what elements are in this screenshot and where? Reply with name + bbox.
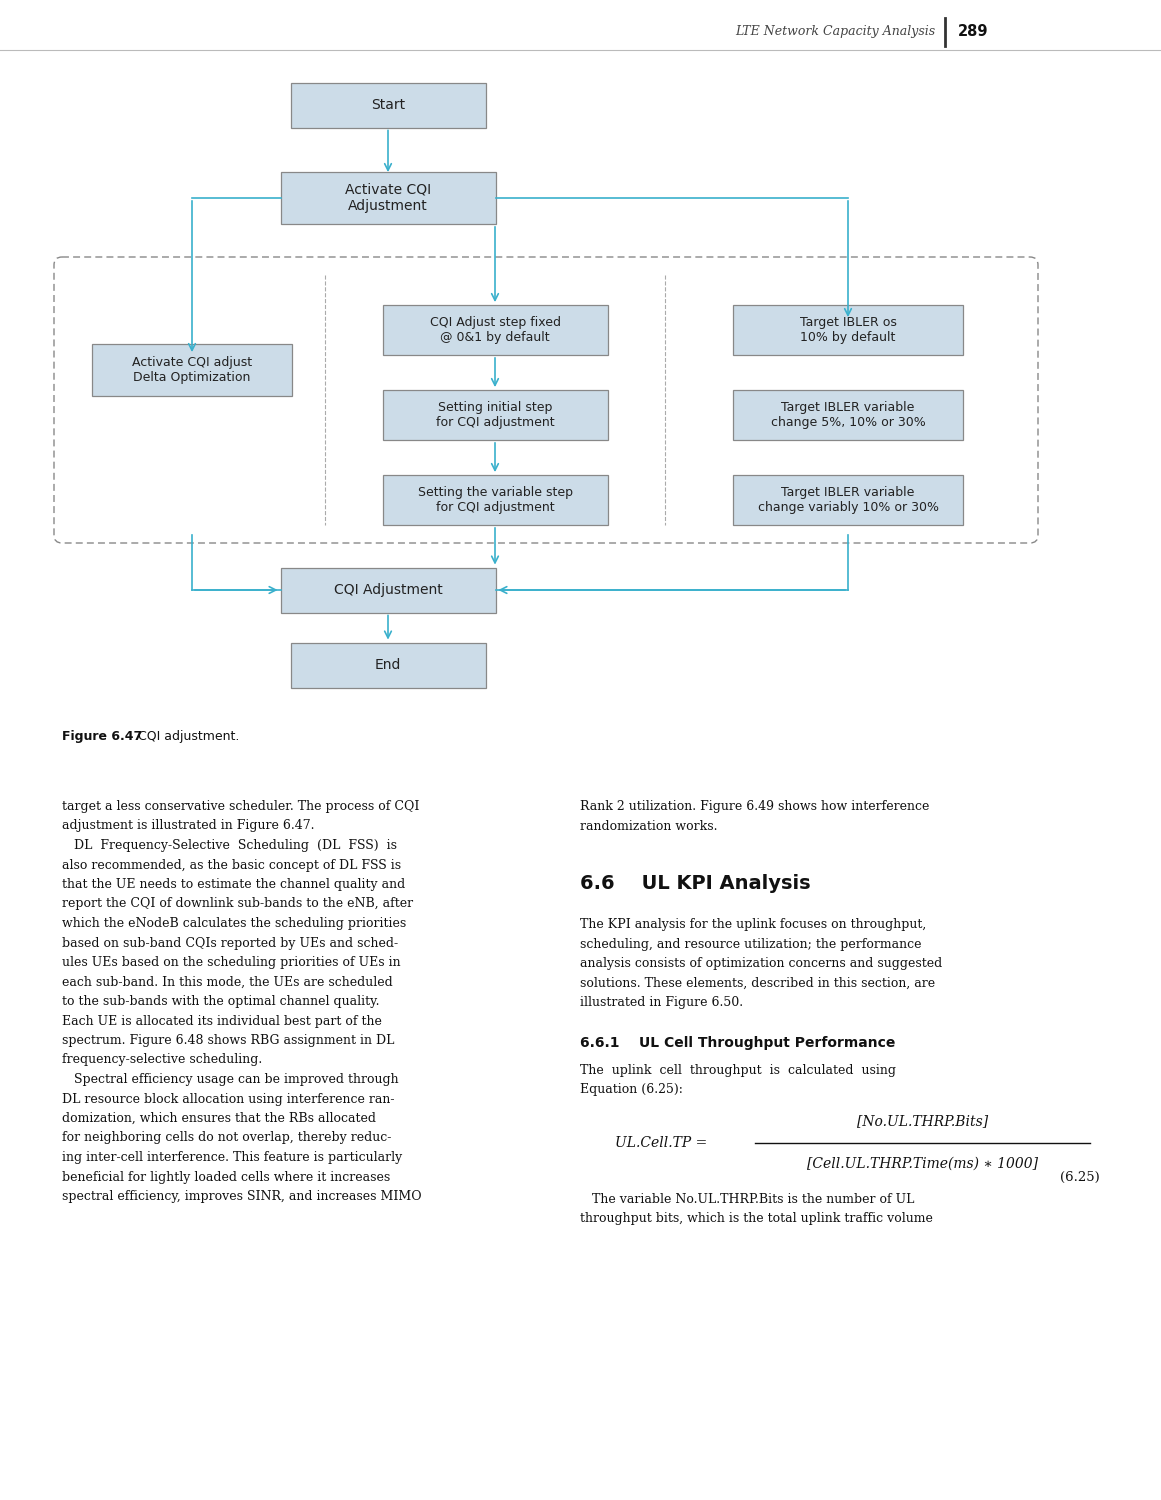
Text: LTE Network Capacity Analysis: LTE Network Capacity Analysis [735, 26, 935, 39]
Text: ules UEs based on the scheduling priorities of UEs in: ules UEs based on the scheduling priorit… [62, 956, 401, 969]
Bar [290, 82, 485, 128]
Bar [382, 476, 607, 525]
Text: UL.Cell.TP =: UL.Cell.TP = [615, 1136, 707, 1149]
Bar [733, 304, 962, 355]
Bar [382, 390, 607, 439]
Text: beneficial for lightly loaded cells where it increases: beneficial for lightly loaded cells wher… [62, 1170, 390, 1184]
Text: Equation (6.25):: Equation (6.25): [580, 1083, 683, 1096]
Bar [733, 476, 962, 525]
Text: report the CQI of downlink sub-bands to the eNB, after: report the CQI of downlink sub-bands to … [62, 897, 413, 910]
Text: Each UE is allocated its individual best part of the: Each UE is allocated its individual best… [62, 1014, 382, 1028]
Text: analysis consists of optimization concerns and suggested: analysis consists of optimization concer… [580, 957, 943, 970]
Text: spectrum. Figure 6.48 shows RBG assignment in DL: spectrum. Figure 6.48 shows RBG assignme… [62, 1034, 395, 1047]
Text: 6.6.1    UL Cell Throughput Performance: 6.6.1 UL Cell Throughput Performance [580, 1035, 895, 1050]
Text: frequency-selective scheduling.: frequency-selective scheduling. [62, 1053, 262, 1066]
Text: also recommended, as the basic concept of DL FSS is: also recommended, as the basic concept o… [62, 858, 401, 871]
Text: CQI Adjust step fixed
@ 0&1 by default: CQI Adjust step fixed @ 0&1 by default [430, 316, 561, 344]
Text: The KPI analysis for the uplink focuses on throughput,: The KPI analysis for the uplink focuses … [580, 918, 926, 932]
Text: ing inter-cell interference. This feature is particularly: ing inter-cell interference. This featur… [62, 1150, 402, 1164]
Text: solutions. These elements, described in this section, are: solutions. These elements, described in … [580, 976, 935, 990]
Text: target a less conservative scheduler. The process of CQI: target a less conservative scheduler. Th… [62, 800, 419, 813]
Text: Start: Start [370, 98, 405, 112]
Text: [No.UL.THRP.Bits]: [No.UL.THRP.Bits] [857, 1114, 988, 1128]
Text: for neighboring cells do not overlap, thereby reduc-: for neighboring cells do not overlap, th… [62, 1131, 391, 1144]
Text: Figure 6.47: Figure 6.47 [62, 730, 143, 742]
Text: End: End [375, 658, 402, 672]
Text: Target IBLER os
10% by default: Target IBLER os 10% by default [800, 316, 896, 344]
Text: Activate CQI adjust
Delta Optimization: Activate CQI adjust Delta Optimization [132, 356, 252, 384]
Text: Rank 2 utilization. Figure 6.49 shows how interference: Rank 2 utilization. Figure 6.49 shows ho… [580, 800, 929, 813]
Text: 289: 289 [958, 24, 988, 39]
Text: scheduling, and resource utilization; the performance: scheduling, and resource utilization; th… [580, 938, 922, 951]
Text: 6.6    UL KPI Analysis: 6.6 UL KPI Analysis [580, 874, 810, 892]
Text: DL resource block allocation using interference ran-: DL resource block allocation using inter… [62, 1092, 395, 1106]
Bar [382, 304, 607, 355]
Text: throughput bits, which is the total uplink traffic volume: throughput bits, which is the total upli… [580, 1212, 933, 1225]
Text: illustrated in Figure 6.50.: illustrated in Figure 6.50. [580, 996, 743, 1010]
Bar [281, 172, 496, 224]
Text: to the sub-bands with the optimal channel quality.: to the sub-bands with the optimal channe… [62, 994, 380, 1008]
Text: spectral efficiency, improves SINR, and increases MIMO: spectral efficiency, improves SINR, and … [62, 1190, 421, 1203]
Text: which the eNodeB calculates the scheduling priorities: which the eNodeB calculates the scheduli… [62, 916, 406, 930]
Text: [Cell.UL.THRP.Time(ms) ∗ 1000]: [Cell.UL.THRP.Time(ms) ∗ 1000] [807, 1156, 1038, 1170]
Text: that the UE needs to estimate the channel quality and: that the UE needs to estimate the channe… [62, 878, 405, 891]
Bar [733, 390, 962, 439]
Text: adjustment is illustrated in Figure 6.47.: adjustment is illustrated in Figure 6.47… [62, 819, 315, 833]
Text: (6.25): (6.25) [1060, 1170, 1099, 1184]
Text: Activate CQI
Adjustment: Activate CQI Adjustment [345, 183, 431, 213]
Text: CQI adjustment.: CQI adjustment. [130, 730, 239, 742]
Bar [290, 642, 485, 687]
Text: Target IBLER variable
change 5%, 10% or 30%: Target IBLER variable change 5%, 10% or … [771, 400, 925, 429]
Bar [281, 567, 496, 612]
Text: DL  Frequency-Selective  Scheduling  (DL  FSS)  is: DL Frequency-Selective Scheduling (DL FS… [62, 839, 397, 852]
Text: Target IBLER variable
change variably 10% or 30%: Target IBLER variable change variably 10… [757, 486, 938, 514]
Text: The variable No.UL.THRP.Bits is the number of UL: The variable No.UL.THRP.Bits is the numb… [580, 1192, 915, 1206]
Text: domization, which ensures that the RBs allocated: domization, which ensures that the RBs a… [62, 1112, 376, 1125]
Text: each sub-band. In this mode, the UEs are scheduled: each sub-band. In this mode, the UEs are… [62, 975, 392, 988]
Text: The  uplink  cell  throughput  is  calculated  using: The uplink cell throughput is calculated… [580, 1064, 896, 1077]
Text: CQI Adjustment: CQI Adjustment [333, 584, 442, 597]
Text: based on sub-band CQIs reported by UEs and sched-: based on sub-band CQIs reported by UEs a… [62, 936, 398, 950]
Text: Setting initial step
for CQI adjustment: Setting initial step for CQI adjustment [435, 400, 554, 429]
Text: Spectral efficiency usage can be improved through: Spectral efficiency usage can be improve… [62, 1072, 398, 1086]
Text: Setting the variable step
for CQI adjustment: Setting the variable step for CQI adjust… [418, 486, 572, 514]
Bar [92, 344, 293, 396]
Text: randomization works.: randomization works. [580, 819, 717, 833]
